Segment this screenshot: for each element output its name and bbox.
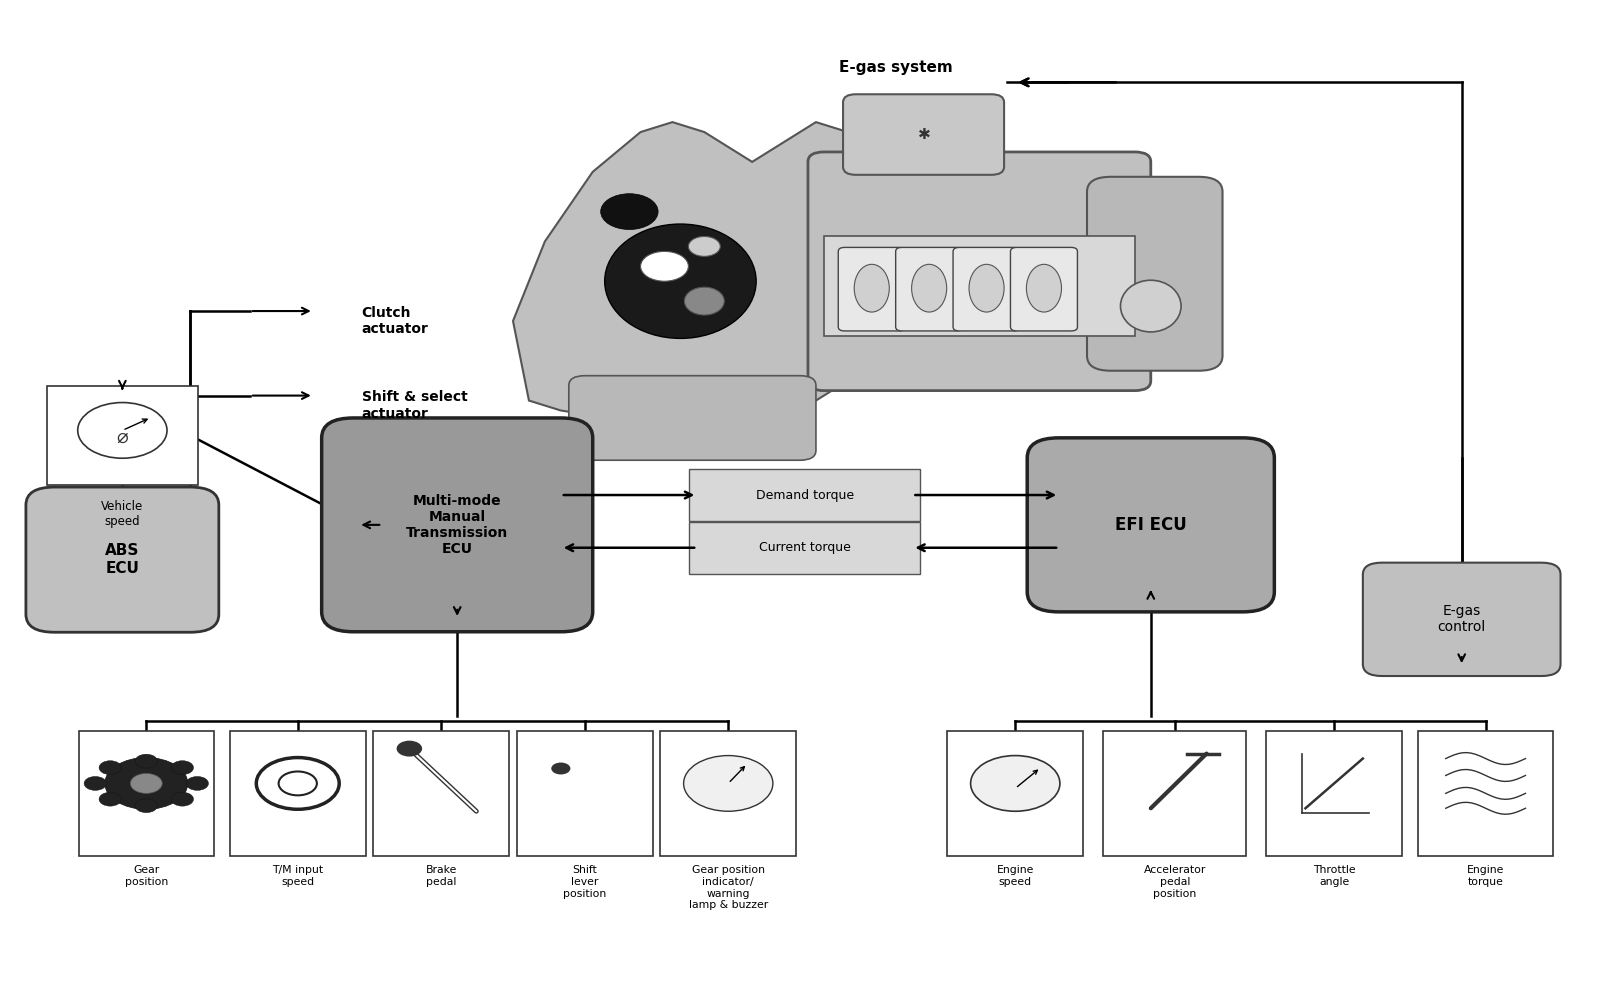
Ellipse shape: [970, 264, 1005, 312]
Ellipse shape: [685, 287, 725, 315]
Text: Demand torque: Demand torque: [755, 489, 854, 502]
Text: Accelerator
pedal
position: Accelerator pedal position: [1144, 865, 1206, 899]
FancyBboxPatch shape: [808, 152, 1150, 391]
FancyBboxPatch shape: [690, 469, 920, 521]
Circle shape: [85, 776, 107, 790]
FancyBboxPatch shape: [824, 236, 1134, 336]
Text: ✱: ✱: [918, 127, 931, 142]
Circle shape: [134, 799, 157, 813]
Text: Current torque: Current torque: [758, 541, 851, 554]
Text: ABS
ECU: ABS ECU: [106, 543, 139, 576]
Text: T/M input
speed: T/M input speed: [272, 865, 323, 887]
Text: Shift
lever
position: Shift lever position: [563, 865, 606, 899]
Text: Brake
pedal: Brake pedal: [426, 865, 458, 887]
FancyBboxPatch shape: [46, 386, 198, 485]
FancyBboxPatch shape: [517, 731, 653, 856]
Circle shape: [971, 756, 1059, 811]
Ellipse shape: [605, 224, 757, 338]
FancyBboxPatch shape: [1266, 731, 1402, 856]
FancyBboxPatch shape: [661, 731, 797, 856]
Ellipse shape: [854, 264, 890, 312]
Circle shape: [688, 236, 720, 256]
Circle shape: [186, 776, 208, 790]
Circle shape: [600, 194, 658, 230]
FancyBboxPatch shape: [947, 731, 1083, 856]
Circle shape: [171, 792, 194, 806]
Text: Gear
position: Gear position: [125, 865, 168, 887]
Circle shape: [99, 761, 122, 775]
FancyBboxPatch shape: [570, 376, 816, 460]
FancyBboxPatch shape: [838, 247, 906, 331]
Text: Engine
speed: Engine speed: [997, 865, 1034, 887]
Circle shape: [99, 792, 122, 806]
Circle shape: [134, 754, 157, 768]
Text: Gear position
indicator/
warning
lamp & buzzer: Gear position indicator/ warning lamp & …: [688, 865, 768, 910]
Circle shape: [397, 741, 422, 757]
Text: Engine
torque: Engine torque: [1467, 865, 1504, 887]
Ellipse shape: [912, 264, 947, 312]
Text: Shift & select
actuator: Shift & select actuator: [362, 390, 467, 421]
FancyBboxPatch shape: [1086, 177, 1222, 371]
FancyBboxPatch shape: [896, 247, 963, 331]
Polygon shape: [514, 122, 928, 430]
Text: ⌀: ⌀: [117, 428, 128, 447]
Text: Vehicle
speed: Vehicle speed: [101, 500, 144, 528]
Text: E-gas system: E-gas system: [838, 60, 952, 75]
FancyBboxPatch shape: [1027, 438, 1274, 612]
FancyBboxPatch shape: [26, 487, 219, 632]
Text: Throttle
angle: Throttle angle: [1314, 865, 1355, 887]
FancyBboxPatch shape: [690, 522, 920, 574]
Circle shape: [171, 761, 194, 775]
FancyBboxPatch shape: [1011, 247, 1077, 331]
Circle shape: [78, 403, 166, 458]
Ellipse shape: [1027, 264, 1061, 312]
FancyBboxPatch shape: [1102, 731, 1246, 856]
FancyBboxPatch shape: [1363, 563, 1560, 676]
FancyBboxPatch shape: [373, 731, 509, 856]
FancyBboxPatch shape: [1418, 731, 1554, 856]
Text: EFI ECU: EFI ECU: [1115, 516, 1187, 534]
FancyBboxPatch shape: [78, 731, 214, 856]
Circle shape: [130, 773, 162, 793]
Circle shape: [106, 758, 187, 809]
Text: E-gas
control: E-gas control: [1437, 604, 1486, 634]
Text: Clutch
actuator: Clutch actuator: [362, 306, 429, 336]
Ellipse shape: [1120, 280, 1181, 332]
FancyBboxPatch shape: [230, 731, 365, 856]
Circle shape: [683, 756, 773, 811]
Text: Multi-mode
Manual
Transmission
ECU: Multi-mode Manual Transmission ECU: [406, 494, 509, 556]
FancyBboxPatch shape: [843, 94, 1005, 175]
Circle shape: [552, 763, 571, 774]
FancyBboxPatch shape: [954, 247, 1021, 331]
FancyBboxPatch shape: [322, 418, 592, 632]
Circle shape: [640, 251, 688, 281]
